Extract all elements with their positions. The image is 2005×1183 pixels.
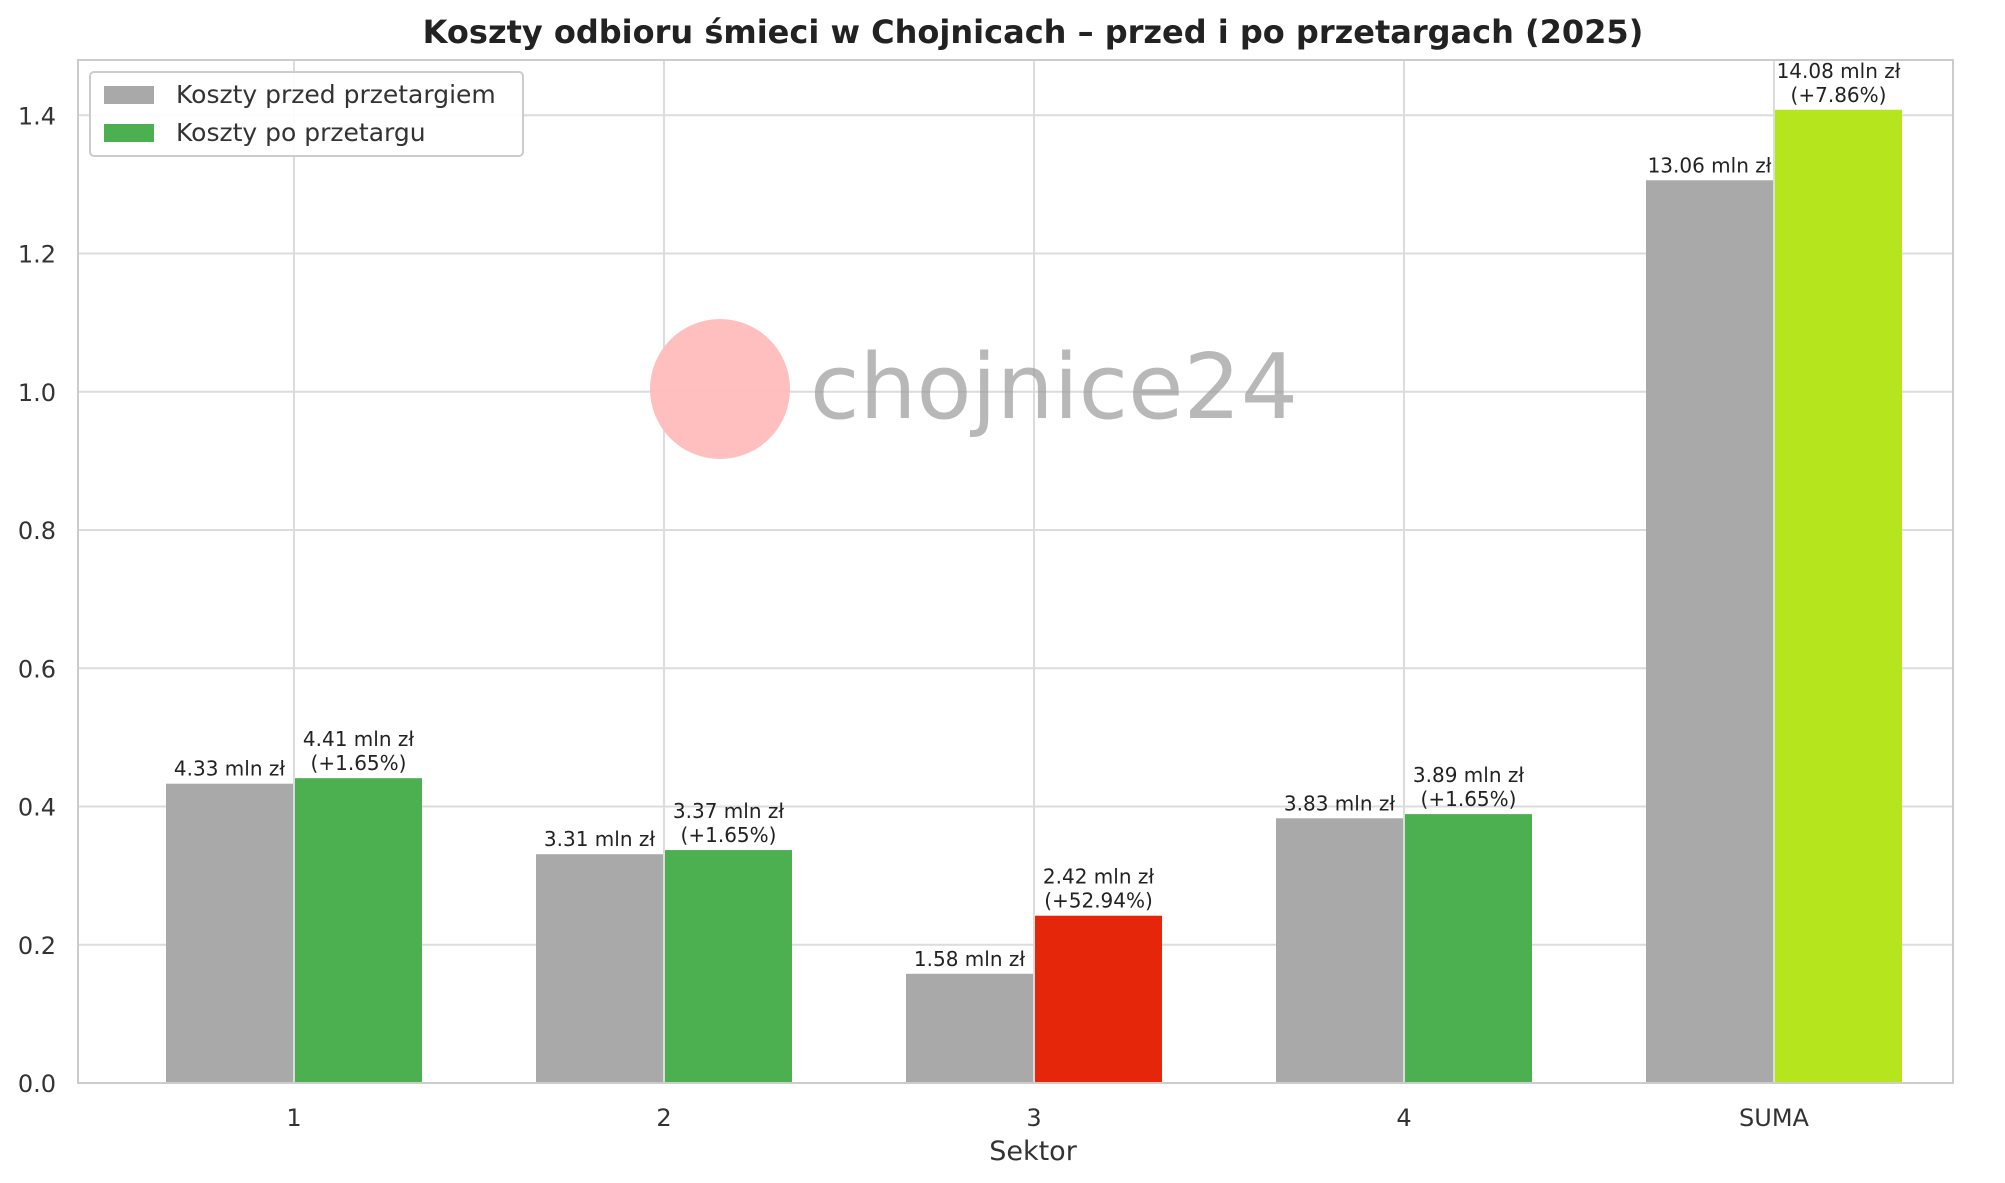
bar-after-sector-3 bbox=[1035, 915, 1162, 1083]
bar-value-label: (+7.86%) bbox=[1791, 83, 1887, 107]
y-tick-label: 0.2 bbox=[18, 932, 56, 960]
bar-after-sector-4 bbox=[1405, 814, 1532, 1083]
legend-swatch bbox=[104, 124, 154, 142]
bar-value-label: 4.33 mln zł bbox=[174, 757, 285, 781]
x-tick-label: 3 bbox=[1026, 1104, 1041, 1132]
bar-before-sector-3 bbox=[906, 973, 1033, 1083]
plot-frame bbox=[77, 59, 1954, 1084]
bar-value-label: 4.41 mln zł bbox=[303, 727, 414, 751]
bar-value-label: (+1.65%) bbox=[681, 823, 777, 847]
bar-labels: 4.33 mln zł 3.31 mln zł 1.58 mln zł 3.83 ml… bbox=[174, 59, 1901, 971]
bar-before-sector-1 bbox=[166, 783, 293, 1083]
x-axis-label: Sektor bbox=[989, 1136, 1077, 1167]
bar-value-label: 3.89 mln zł bbox=[1413, 763, 1524, 787]
legend-box bbox=[89, 71, 524, 157]
x-tick-label: 2 bbox=[656, 1104, 671, 1132]
watermark-logo-circle bbox=[650, 319, 790, 459]
y-tick-label: 0.4 bbox=[18, 794, 56, 822]
bar-value-label: 1.58 mln zł bbox=[914, 947, 1025, 971]
bar-value-label: 3.83 mln zł bbox=[1284, 791, 1395, 815]
bar-value-label: 14.08 mln zł bbox=[1777, 59, 1901, 83]
x-axis-ticks: 1 2 3 4 SUMA bbox=[286, 1104, 1809, 1132]
x-tick-label: 4 bbox=[1396, 1104, 1411, 1132]
chart-title: Koszty odbioru śmieci w Chojnicach – prz… bbox=[423, 13, 1644, 51]
bar-value-label: 3.31 mln zł bbox=[544, 827, 655, 851]
bars bbox=[166, 109, 1902, 1084]
bar-before-sector-4 bbox=[1276, 818, 1403, 1083]
bar-after-sector-2 bbox=[665, 850, 792, 1083]
y-axis-ticks: 0.0 0.2 0.4 0.6 0.8 1.0 1.2 1.4 bbox=[18, 102, 56, 1098]
y-tick-label: 1.0 bbox=[18, 379, 56, 407]
legend-swatch bbox=[104, 86, 154, 104]
bar-before-sector-2 bbox=[536, 854, 663, 1083]
bar-after-sector-1 bbox=[295, 778, 422, 1083]
x-tick-label: SUMA bbox=[1739, 1104, 1810, 1132]
bar-value-label: 2.42 mln zł bbox=[1043, 865, 1154, 889]
bar-value-label: 13.06 mln zł bbox=[1648, 153, 1772, 177]
y-tick-label: 0.0 bbox=[18, 1070, 56, 1098]
y-tick-label: 0.6 bbox=[18, 655, 56, 683]
x-tick-label: 1 bbox=[286, 1104, 301, 1132]
legend-entry: Koszty po przetargu bbox=[176, 118, 426, 147]
y-tick-label: 0.8 bbox=[18, 517, 56, 545]
watermark-text: chojnice24 bbox=[810, 335, 1298, 440]
legend-entry: Koszty przed przetargiem bbox=[176, 80, 496, 109]
watermark: chojnice24 bbox=[650, 319, 1298, 459]
bar-value-label: 3.37 mln zł bbox=[673, 799, 784, 823]
bar-after-sector-SUMA bbox=[1775, 109, 1902, 1083]
bar-before-sector-SUMA bbox=[1646, 180, 1773, 1084]
bar-value-label: (+52.94%) bbox=[1044, 889, 1153, 913]
legend: Koszty przed przetargiem Koszty po przeta… bbox=[89, 71, 524, 157]
bar-value-label: (+1.65%) bbox=[311, 751, 407, 775]
grid-lines bbox=[78, 60, 1953, 1084]
bar-value-label: (+1.65%) bbox=[1421, 787, 1517, 811]
y-tick-label: 1.4 bbox=[18, 102, 56, 130]
y-tick-label: 1.2 bbox=[18, 241, 56, 269]
